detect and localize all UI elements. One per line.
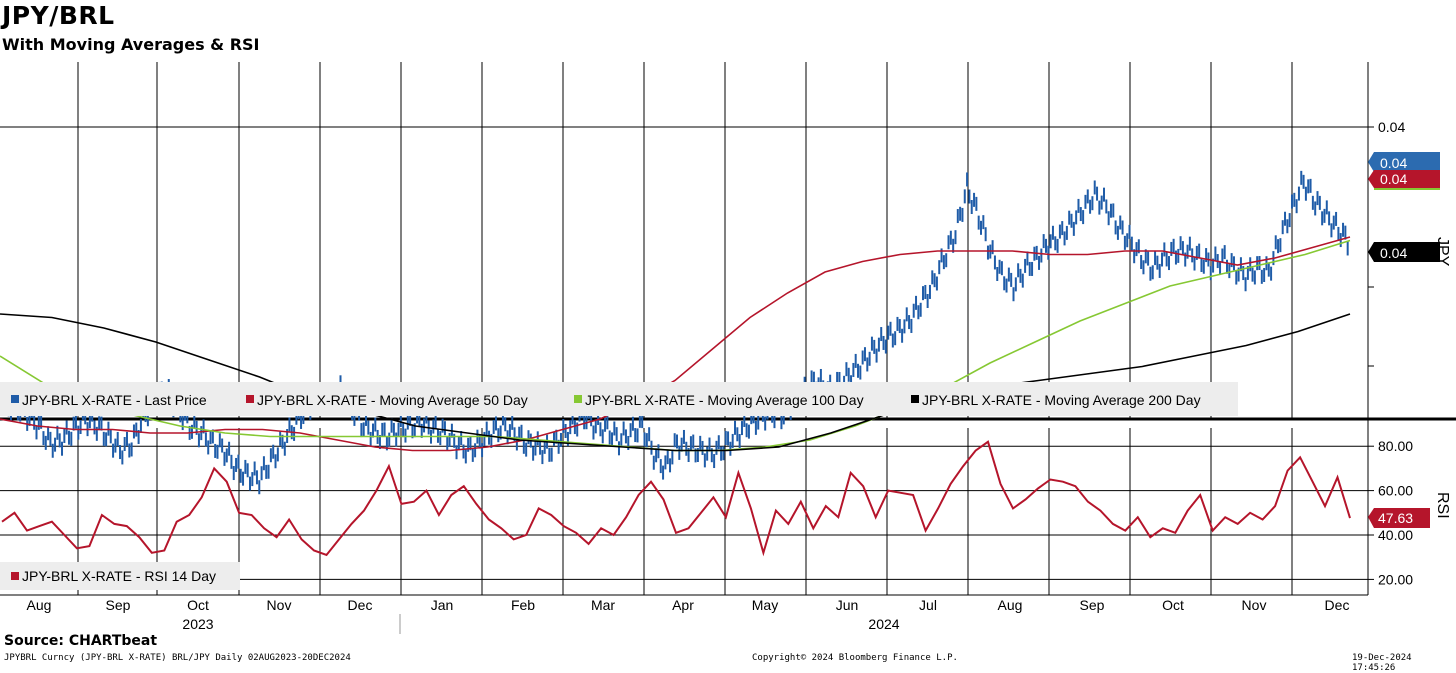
timestamp: 19-Dec-2024 17:45:26 [1352, 653, 1412, 673]
month-label: Aug [27, 597, 52, 613]
rsi-value-tag [1368, 508, 1430, 528]
month-label: Sep [106, 597, 131, 613]
chart-title: JPY/BRL [2, 1, 115, 30]
month-label: May [752, 597, 778, 613]
month-label: Nov [1242, 597, 1267, 613]
month-label: Sep [1080, 597, 1105, 613]
last-price-tag [1368, 152, 1440, 172]
legend-swatch [11, 572, 19, 580]
rsi-tick-label: 80.00 [1378, 438, 1413, 454]
legend-label: JPY-BRL X-RATE - Last Price [22, 392, 207, 408]
month-label: Dec [348, 597, 373, 613]
rsi-panel [1, 440, 1351, 557]
price-tick-label: 0.04 [1378, 119, 1405, 135]
month-label: Jun [836, 597, 859, 613]
rsi-tick-label: 60.00 [1378, 483, 1413, 499]
rsi-legend-box [0, 562, 240, 590]
month-label: Nov [267, 597, 292, 613]
month-label: Jul [919, 597, 937, 613]
legend-swatch [574, 395, 582, 403]
price-legend-box [0, 382, 1238, 416]
legend-swatch [911, 395, 919, 403]
month-label: Jan [431, 597, 454, 613]
ma50-tag [1368, 170, 1440, 188]
month-label: Dec [1325, 597, 1350, 613]
month-label: Aug [998, 597, 1023, 613]
ma-line-50d [0, 236, 1351, 452]
month-label: Oct [187, 597, 209, 613]
legends: JPY-BRL X-RATE - Last Price JPY-BRL X-RAT… [0, 382, 1238, 590]
rsi-axis-label: RSI [1434, 492, 1451, 519]
legend-label: JPY-BRL X-RATE - Moving Average 100 Day [585, 392, 864, 408]
legend-swatch [11, 395, 19, 403]
legend-label: JPY-BRL X-RATE - Moving Average 200 Day [922, 392, 1201, 408]
year-label: 2023 [182, 616, 213, 632]
ma-line-200d [0, 313, 1351, 452]
year-label: 2024 [868, 616, 899, 632]
legend-label: JPY-BRL X-RATE - Moving Average 50 Day [257, 392, 528, 408]
ma200-tag [1368, 242, 1440, 262]
ma50-tag-label: 0.04 [1380, 171, 1407, 187]
month-label: Apr [672, 597, 694, 613]
month-label: Mar [591, 597, 615, 613]
chart-subtitle: With Moving Averages & RSI [2, 35, 260, 54]
rsi-value-label: 47.63 [1378, 510, 1413, 526]
grid-lines [0, 62, 1456, 596]
rsi-tick-label: 20.00 [1378, 571, 1413, 587]
rsi-tick-label: 40.00 [1378, 527, 1413, 543]
ma200-tag-label: 0.04 [1380, 245, 1407, 261]
copyright: Copyright© 2024 Bloomberg Finance L.P. [752, 653, 958, 663]
last-price-tag-label: 0.04 [1380, 155, 1407, 171]
legend-swatch [246, 395, 254, 403]
month-label: Oct [1162, 597, 1184, 613]
month-label: Feb [511, 597, 535, 613]
rsi-line [1, 440, 1351, 557]
ticker-info: JPYBRL Curncy (JPY-BRL X-RATE) BRL/JPY D… [4, 653, 351, 663]
legend-label: JPY-BRL X-RATE - RSI 14 Day [22, 568, 216, 584]
source-note: Source: CHARTbeat [4, 633, 158, 649]
